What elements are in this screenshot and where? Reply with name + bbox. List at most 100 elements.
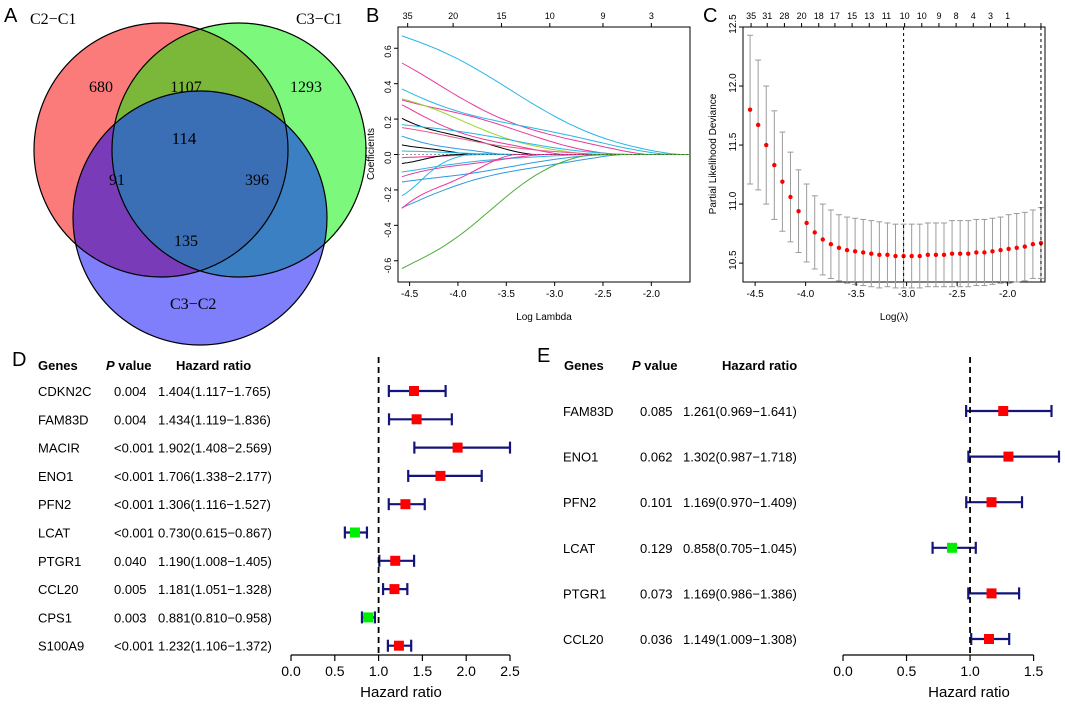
deviance-point [990, 249, 995, 254]
top-tick-label: 10 [545, 11, 555, 21]
gene-label: FAM83D [563, 404, 614, 419]
top-tick-label: 4 [971, 11, 976, 21]
coefficient-path [401, 124, 690, 155]
deviance-point [764, 142, 769, 148]
top-tick-label: 28 [779, 11, 789, 21]
header-p-value: P value [106, 358, 152, 373]
coefficient-path [401, 154, 690, 269]
deviance-point [844, 247, 850, 253]
deviance-point [974, 250, 979, 255]
hazard-ratio-point [390, 555, 401, 566]
deviance-point [1014, 245, 1019, 250]
p-value: 0.003 [114, 610, 147, 625]
top-tick-label: 3 [649, 11, 654, 21]
venn-count-only-c3c1: 1293 [290, 79, 322, 96]
forest-plot-univariate: Genes P value Hazard ratio CDKN2C 0.004 1.… [38, 357, 520, 701]
top-tick-label: 10 [900, 11, 910, 21]
deviance-point [812, 230, 817, 235]
hazard-ratio-point [389, 584, 400, 595]
coefficient-path [401, 154, 690, 209]
x-tick-label: 1.0 [960, 663, 980, 679]
panel-label-d: D [12, 349, 26, 371]
gene-label: PTGR1 [38, 554, 81, 569]
y-tick-label: 12.5 [728, 14, 739, 34]
coefficient-path [401, 62, 690, 155]
p-value: <0.001 [114, 639, 154, 654]
gene-label: CCL20 [38, 582, 78, 597]
top-tick-label: 20 [448, 11, 458, 21]
hazard-ratio-point [349, 527, 360, 538]
panel-label-b: B [366, 5, 379, 27]
x-tick-label: -3.5 [498, 289, 516, 300]
venn-count-only-c2c1: 680 [89, 79, 113, 96]
x-tick-label: -4.5 [401, 289, 419, 300]
deviance-point [1022, 244, 1027, 249]
y-tick-label: 11.5 [728, 132, 739, 151]
deviance-point [836, 245, 842, 250]
hazard-ratio-point [947, 542, 958, 553]
p-value: 0.036 [640, 632, 673, 647]
deviance-point [998, 247, 1003, 253]
deviance-point [909, 253, 914, 259]
hazard-ratio-point [435, 470, 446, 481]
deviance-point [957, 251, 963, 256]
deviance-point [877, 252, 882, 258]
x-tick-label: 0.0 [833, 663, 853, 679]
y-tick-label: 10.5 [728, 250, 739, 270]
x-axis-label: Log(λ) [880, 312, 908, 323]
top-tick-label: 35 [746, 11, 756, 21]
x-axis-label: Hazard ratio [928, 684, 1010, 701]
p-value: 0.004 [114, 412, 147, 427]
deviance-point [755, 122, 761, 128]
x-tick-label: 2.5 [500, 663, 520, 679]
hazard-ratio-text: 1.232(1.106−1.372) [158, 639, 272, 654]
x-tick-label: -4.0 [797, 289, 815, 300]
x-tick-label: 2.0 [456, 663, 476, 679]
hazard-ratio-text: 0.730(0.615−0.867) [158, 526, 272, 541]
venn-count-c2c1-c3c2: 91 [109, 172, 125, 189]
p-value: 0.129 [640, 541, 673, 556]
deviance-point [747, 107, 753, 112]
deviance-point [869, 251, 874, 256]
deviance-point [804, 220, 809, 226]
gene-label: ENO1 [38, 469, 73, 484]
coefficient-path [401, 127, 690, 155]
deviance-point [885, 252, 890, 258]
top-tick-label: 15 [496, 11, 506, 21]
deviance-point [820, 237, 825, 242]
x-tick-label: 1.5 [413, 663, 433, 679]
x-tick-label: -4.0 [449, 289, 467, 300]
y-tick-label: 0.0 [383, 152, 393, 165]
y-axis-label: Partial Likelihood Deviance [708, 93, 719, 214]
p-value: 0.085 [640, 404, 673, 419]
x-axis-label: Log Lambda [516, 312, 572, 323]
coefficient-path [401, 135, 690, 155]
top-tick-label: 10 [917, 11, 927, 21]
deviance-point [893, 253, 898, 259]
deviance-point [772, 162, 777, 168]
coefficient-path [401, 154, 690, 183]
p-value: 0.101 [640, 495, 673, 510]
deviance-point [966, 251, 971, 256]
hazard-ratio-text: 1.149(1.009−1.308) [683, 632, 797, 647]
top-tick-label: 20 [797, 11, 807, 21]
y-tick-label: 11.0 [728, 191, 739, 210]
x-axis-label: Hazard ratio [360, 684, 442, 701]
y-tick-label: -0.6 [383, 258, 393, 274]
gene-label: FAM83D [38, 412, 89, 427]
hazard-ratio-point [408, 386, 419, 396]
deviance-point [917, 253, 922, 259]
coefficient-path [401, 88, 690, 155]
hazard-ratio-text: 1.434(1.119−1.836) [158, 412, 271, 427]
header-genes: Genes [564, 358, 604, 373]
hazard-ratio-point [1003, 451, 1014, 462]
panel-label-c: C [703, 5, 717, 27]
panel-label-e: E [537, 345, 550, 367]
deviance-point [788, 194, 793, 200]
venn-count-all: 114 [172, 129, 197, 148]
hazard-ratio-point [986, 497, 997, 508]
coefficient-path [401, 35, 690, 155]
hazard-ratio-text: 1.404(1.117−1.765) [158, 384, 271, 399]
venn-set-label-c3c2: C3−C2 [170, 296, 216, 313]
header-p-value: P value [632, 358, 678, 373]
